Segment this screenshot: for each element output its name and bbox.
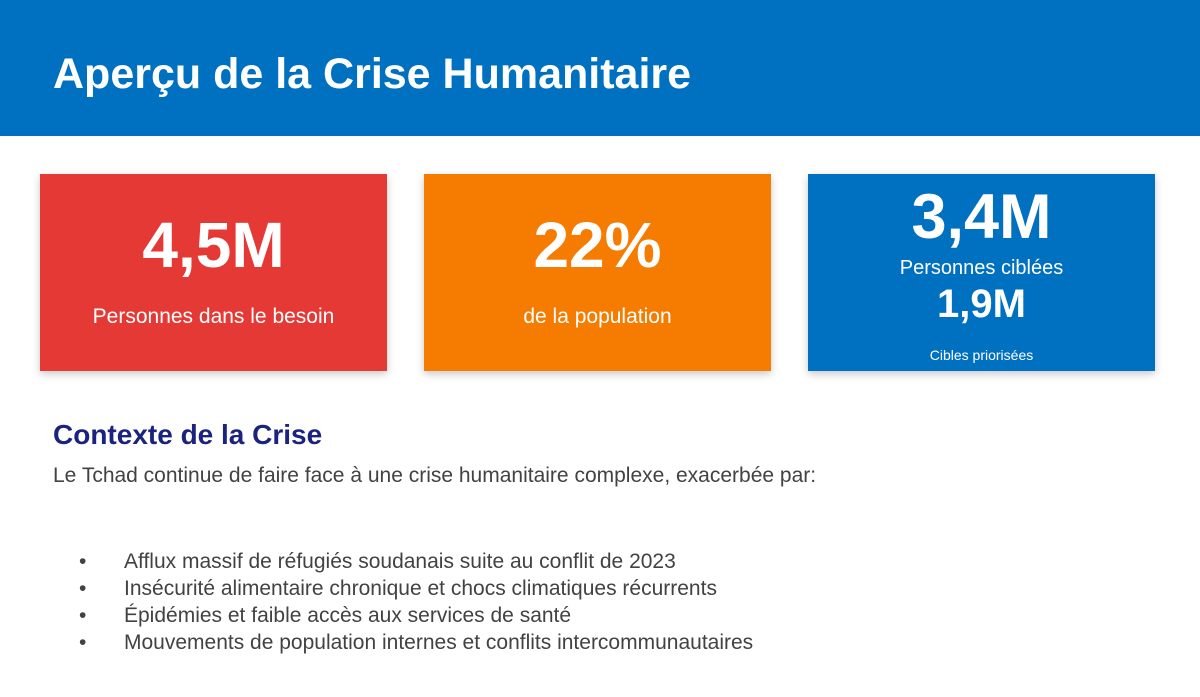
page-title: Aperçu de la Crise Humanitaire <box>53 50 692 98</box>
stat-card-population-share: 22% de la population <box>424 174 771 371</box>
stat-card-people-in-need: 4,5M Personnes dans le besoin <box>40 174 387 371</box>
list-item: • Épidémies et faible accès aux services… <box>0 602 900 629</box>
section-title: Contexte de la Crise <box>53 419 323 450</box>
list-item-text: Afflux massif de réfugiés soudanais suit… <box>124 550 676 573</box>
bullet-icon: • <box>79 577 87 600</box>
stat-value: 4,5M <box>142 209 285 281</box>
list-item-text: Insécurité alimentaire chronique et choc… <box>124 577 717 600</box>
stat-label: de la population <box>523 305 672 328</box>
list-item: • Afflux massif de réfugiés soudanais su… <box>0 548 900 575</box>
section-intro: Le Tchad continue de faire face à une cr… <box>53 464 817 487</box>
stat-card-targeted: 3,4M Personnes ciblées 1,9M Cibles prior… <box>808 174 1155 371</box>
stat-secondary-label: Cibles priorisées <box>929 347 1034 363</box>
bullet-icon: • <box>79 604 87 627</box>
stat-value: 22% <box>533 209 662 281</box>
header-banner: Aperçu de la Crise Humanitaire <box>0 0 1200 136</box>
stat-label: Personnes ciblées <box>899 257 1064 279</box>
list-item: • Mouvements de population internes et c… <box>0 629 900 656</box>
stat-label: Personnes dans le besoin <box>92 305 335 328</box>
stat-secondary-value: 1,9M <box>937 282 1026 326</box>
bullet-icon: • <box>79 631 87 654</box>
bullet-icon: • <box>79 550 87 573</box>
list-item-text: Mouvements de population internes et con… <box>124 631 754 654</box>
list-item: • Insécurité alimentaire chronique et ch… <box>0 575 900 602</box>
list-item-text: Épidémies et faible accès aux services d… <box>124 604 572 627</box>
stat-value: 3,4M <box>911 182 1052 252</box>
bullet-list: • Afflux massif de réfugiés soudanais su… <box>0 548 900 656</box>
